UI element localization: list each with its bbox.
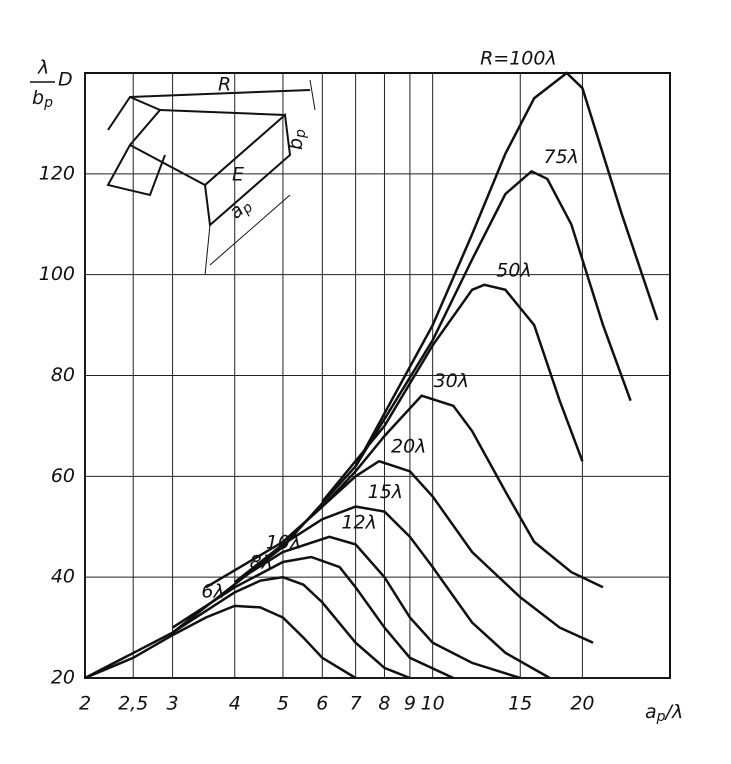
curve bbox=[282, 394, 604, 589]
y-label: λ bbox=[37, 57, 49, 79]
curve-label: 20λ bbox=[391, 436, 426, 458]
x-tick-label: 2 bbox=[79, 693, 91, 715]
curve-label: 75λ bbox=[543, 146, 578, 168]
y-label: b bbox=[32, 87, 44, 109]
curve-label: R=100λ bbox=[480, 48, 557, 70]
x-tick-label: 2,5 bbox=[118, 693, 148, 715]
inset-label: R bbox=[218, 74, 231, 96]
x-tick-label: 15 bbox=[508, 693, 532, 715]
inset-label: E bbox=[232, 164, 244, 186]
curve bbox=[321, 283, 584, 503]
curve-label: 12λ bbox=[341, 511, 376, 533]
y-label: p bbox=[43, 95, 53, 111]
x-tick-label: 5 bbox=[277, 693, 289, 715]
curve-label: 50λ bbox=[496, 259, 531, 281]
x-tick-label: 4 bbox=[229, 693, 241, 715]
curve bbox=[171, 555, 454, 680]
curve-label: 15λ bbox=[368, 481, 403, 503]
x-tick-label: 20 bbox=[570, 693, 594, 715]
x-tick-label: 3 bbox=[167, 693, 179, 715]
curve-label: 30λ bbox=[434, 370, 469, 392]
curve bbox=[84, 71, 659, 680]
y-tick-label: 60 bbox=[51, 465, 75, 487]
curve bbox=[234, 535, 521, 680]
x-label: p bbox=[656, 709, 666, 725]
inset-label: b bbox=[285, 138, 307, 150]
curve bbox=[171, 575, 411, 680]
curve-label: 10λ bbox=[266, 532, 301, 554]
inset-label: bp bbox=[285, 129, 310, 150]
x-tick-label: 9 bbox=[404, 693, 416, 715]
x-tick-label: 10 bbox=[421, 693, 445, 715]
x-tick-label: 7 bbox=[350, 693, 362, 715]
x-tick-label: 6 bbox=[316, 693, 328, 715]
curve bbox=[205, 459, 594, 644]
curve bbox=[233, 505, 551, 680]
x-label: ap/λ bbox=[645, 701, 683, 726]
y-tick-label: 80 bbox=[51, 364, 75, 386]
curve bbox=[354, 169, 632, 467]
y-label: bp bbox=[32, 87, 53, 112]
y-tick-label: 120 bbox=[39, 162, 75, 184]
y-tick-label: 100 bbox=[39, 263, 75, 285]
inset-label: p bbox=[293, 129, 309, 139]
curve-label: 6λ bbox=[201, 580, 224, 602]
x-label: /λ bbox=[664, 701, 684, 723]
x-label: a bbox=[645, 701, 657, 723]
curve-label: 8λ bbox=[250, 552, 273, 574]
curve bbox=[84, 604, 357, 680]
y-tick-label: 20 bbox=[51, 667, 75, 689]
y-label: D bbox=[58, 69, 73, 91]
inset-diagram bbox=[106, 79, 316, 276]
y-tick-label: 40 bbox=[51, 566, 75, 588]
x-tick-label: 8 bbox=[378, 693, 390, 715]
